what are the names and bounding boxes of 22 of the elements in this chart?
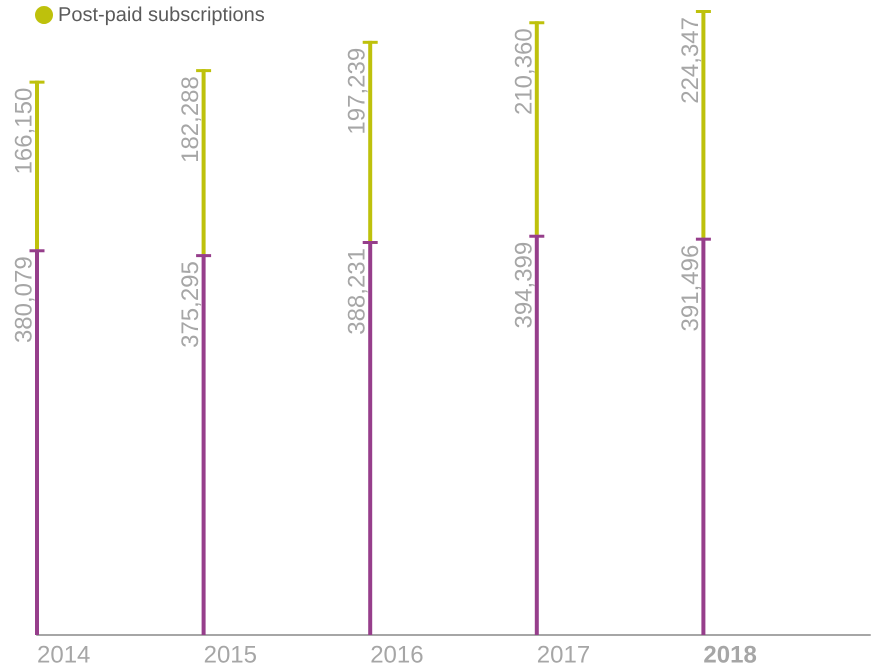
- data-label: 388,231: [344, 248, 371, 335]
- x-tick-label: 2016: [370, 642, 424, 667]
- data-label: 182,288: [177, 76, 204, 163]
- x-tick-label: 2018: [703, 642, 757, 667]
- data-label: 375,295: [177, 261, 204, 348]
- data-label: 391,496: [676, 244, 704, 332]
- bar: [534, 21, 539, 235]
- data-label: 380,079: [10, 256, 38, 344]
- bar: [701, 238, 706, 635]
- x-tick-label: 2014: [37, 642, 90, 667]
- data-label: 394,399: [510, 242, 538, 328]
- x-tick-label: 2015: [204, 642, 257, 667]
- bar: [202, 254, 206, 635]
- data-label: 197,239: [344, 48, 371, 135]
- legend-label: Post-paid subscriptions: [58, 4, 265, 26]
- bar: [202, 69, 206, 254]
- bar: [534, 234, 539, 635]
- data-label: 224,347: [676, 17, 704, 104]
- data-label: 166,150: [10, 88, 38, 174]
- x-tick-label: 2017: [536, 642, 590, 667]
- bar: [35, 80, 39, 250]
- data-label: 210,360: [510, 28, 538, 116]
